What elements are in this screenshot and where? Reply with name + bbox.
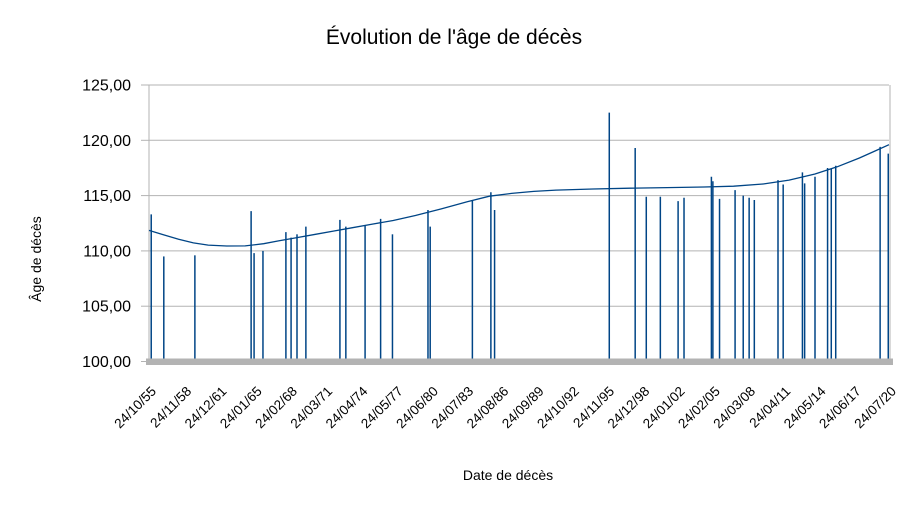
y-tick-label: 110,00 <box>83 243 131 260</box>
y-tick-label: 115,00 <box>83 188 131 205</box>
y-tick-label: 105,00 <box>82 299 131 316</box>
y-tick-label: 120,00 <box>82 133 131 150</box>
trend-line <box>148 144 890 247</box>
chart-title: Évolution de l'âge de décès <box>325 26 583 49</box>
x-axis-title: Date de décès <box>462 467 554 483</box>
x-axis-band <box>146 358 893 365</box>
y-tick-label: 100,00 <box>82 354 131 371</box>
y-tick-label: 125,00 <box>82 78 131 95</box>
